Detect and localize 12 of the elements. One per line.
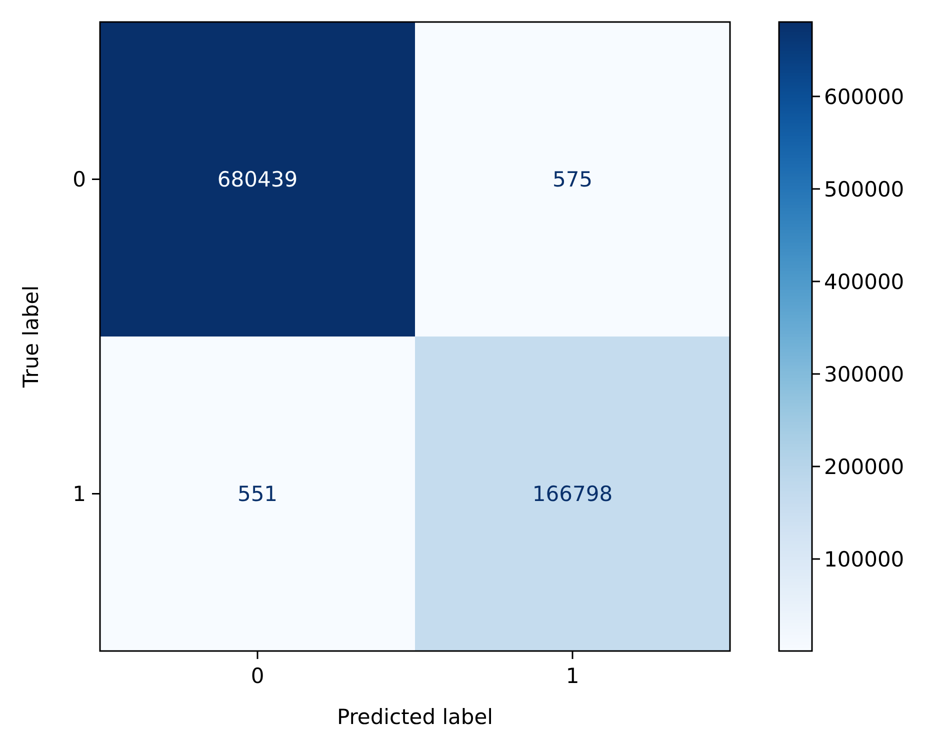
color-bar-label: 300000 [824,362,904,386]
data-label: 166798 [532,482,613,506]
color-bar-label: 400000 [824,270,904,294]
y-axis-title: True label [19,285,43,389]
color-bar-label: 600000 [824,84,904,109]
data-label: 551 [237,482,278,506]
x-axis-title: Predicted label [336,705,494,729]
color-bar-label: 500000 [824,177,904,202]
data-label: 575 [552,168,593,192]
color-bar-label: 200000 [824,454,904,479]
color-bar-label: 100000 [824,547,904,572]
data-label: 680439 [217,168,298,192]
